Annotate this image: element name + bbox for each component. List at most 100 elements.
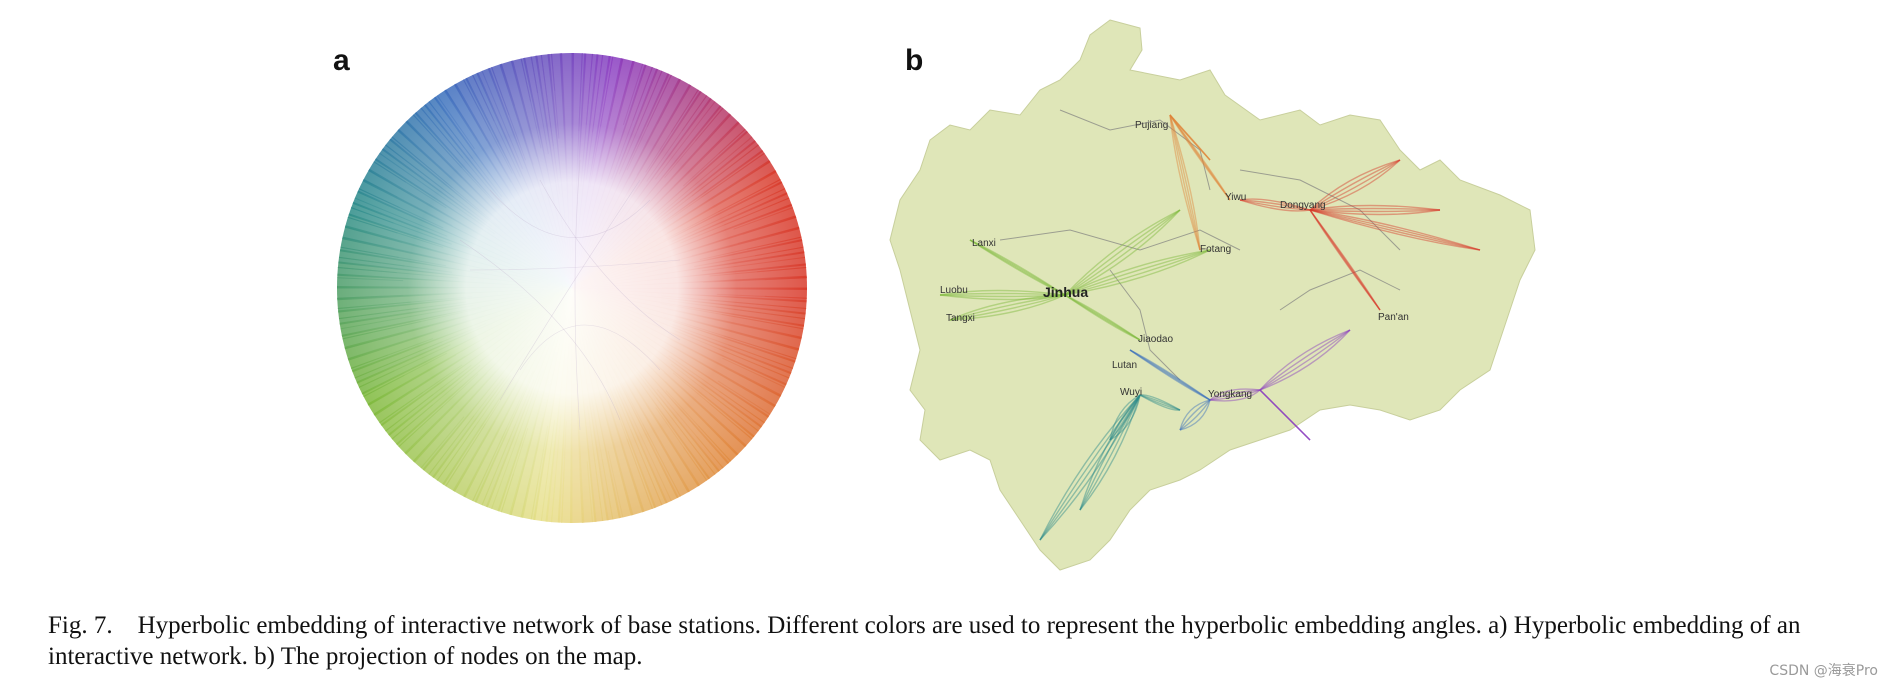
- map-link: [969, 239, 1066, 296]
- map-link: [1239, 199, 1311, 211]
- map-link: [1309, 209, 1381, 311]
- map-link: [1079, 394, 1141, 511]
- map-boundaries: [999, 109, 1401, 381]
- map-cities: Pujiang Yiwu Dongyang Lanxi Jinhua Fotan…: [940, 120, 1409, 400]
- map-link: [939, 292, 1066, 296]
- map-link: [1209, 388, 1261, 401]
- map-link: [1259, 389, 1311, 441]
- map-link: [1259, 389, 1311, 441]
- city-yiwu: Yiwu: [1225, 192, 1246, 203]
- city-tangxi: Tangxi: [946, 313, 975, 324]
- figure-caption: Fig. 7. Hyperbolic embedding of interact…: [48, 612, 1801, 670]
- disc-links: [459, 159, 681, 431]
- map-link: [969, 239, 1066, 296]
- map-link: [1064, 294, 1141, 341]
- city-lanxi: Lanxi: [972, 238, 996, 249]
- map-link: [1309, 209, 1481, 251]
- map-link: [1169, 114, 1211, 161]
- map-link: [1064, 209, 1181, 296]
- map-link: [1259, 389, 1311, 441]
- map-link: [1179, 399, 1211, 431]
- map-link: [1309, 159, 1401, 211]
- map-link: [1064, 249, 1211, 296]
- map-link: [939, 294, 1066, 298]
- city-jinhua: Jinhua: [1043, 284, 1088, 300]
- map-link: [1039, 394, 1141, 541]
- map-link: [1179, 399, 1211, 431]
- map-link: [1079, 394, 1141, 511]
- map-link: [1169, 114, 1231, 201]
- map-link: [1239, 199, 1311, 211]
- node-projection-map: Pujiang Yiwu Dongyang Lanxi Jinhua Fotan…: [889, 19, 1536, 571]
- map-link: [1129, 349, 1211, 401]
- hyperbolic-embedding-disc: [337, 52, 807, 523]
- map-link: [1309, 209, 1381, 311]
- map-link: [1039, 394, 1141, 541]
- map-link: [949, 294, 1066, 321]
- map-link: [1309, 209, 1441, 216]
- map-link: [1259, 329, 1351, 391]
- map-link: [1039, 394, 1141, 541]
- city-luobu: Luobu: [940, 285, 968, 296]
- map-link: [1064, 249, 1211, 296]
- map-link: [1064, 209, 1181, 296]
- city-panan: Pan'an: [1378, 312, 1409, 323]
- map-link: [1179, 399, 1211, 431]
- map-link: [949, 294, 1066, 321]
- map-link: [1169, 114, 1201, 251]
- map-link: [1064, 249, 1211, 296]
- map-link: [1259, 329, 1351, 391]
- map-link: [1309, 209, 1481, 251]
- city-fotang: Fotang: [1200, 244, 1231, 255]
- city-jiaodao: Jiaodao: [1138, 334, 1173, 345]
- map-link: [1109, 394, 1141, 441]
- map-link: [949, 294, 1066, 321]
- map-link: [1109, 394, 1141, 441]
- map-link: [969, 239, 1066, 296]
- map-link: [1309, 204, 1441, 211]
- map-link: [1064, 209, 1181, 296]
- map-link: [1139, 394, 1181, 411]
- map-link: [1259, 329, 1351, 391]
- map-link: [939, 289, 1066, 296]
- map-link: [1109, 394, 1141, 441]
- city-yongkang: Yongkang: [1208, 389, 1252, 400]
- map-link: [1309, 209, 1481, 251]
- map-link: [1259, 389, 1311, 441]
- map-link: [1169, 114, 1201, 251]
- map-links: [939, 114, 1481, 541]
- map-link: [1309, 209, 1381, 311]
- map-link: [1239, 199, 1311, 212]
- map-link: [1039, 394, 1141, 541]
- map-link: [1309, 209, 1481, 251]
- map-link: [1259, 329, 1351, 391]
- map-link: [1064, 294, 1141, 341]
- map-link: [1309, 159, 1401, 211]
- map-link: [1169, 114, 1211, 161]
- map-link: [1239, 198, 1311, 211]
- map-link: [1129, 349, 1211, 401]
- map-link: [1169, 114, 1201, 251]
- map-link: [1209, 389, 1261, 402]
- map-link: [1209, 389, 1261, 401]
- map-link: [969, 239, 1066, 296]
- map-link: [1139, 394, 1181, 411]
- city-pujiang: Pujiang: [1135, 120, 1168, 131]
- map-link: [1064, 209, 1181, 296]
- map-link: [1309, 207, 1441, 211]
- city-wuyi: Wuyi: [1120, 387, 1142, 398]
- city-lutan: Lutan: [1112, 360, 1137, 371]
- map-link: [1169, 114, 1231, 201]
- map-link: [1079, 394, 1141, 511]
- map-link: [1309, 209, 1381, 311]
- map-link: [1109, 394, 1141, 441]
- panel-a-label: a: [333, 44, 350, 77]
- map-link: [1169, 114, 1211, 161]
- map-link: [939, 294, 1066, 301]
- city-dongyang: Dongyang: [1280, 200, 1326, 211]
- map-link: [1129, 349, 1211, 401]
- map-link: [1309, 159, 1401, 211]
- disc-center-fade: [337, 53, 807, 523]
- map-link: [1139, 394, 1181, 411]
- map-link: [1309, 159, 1401, 211]
